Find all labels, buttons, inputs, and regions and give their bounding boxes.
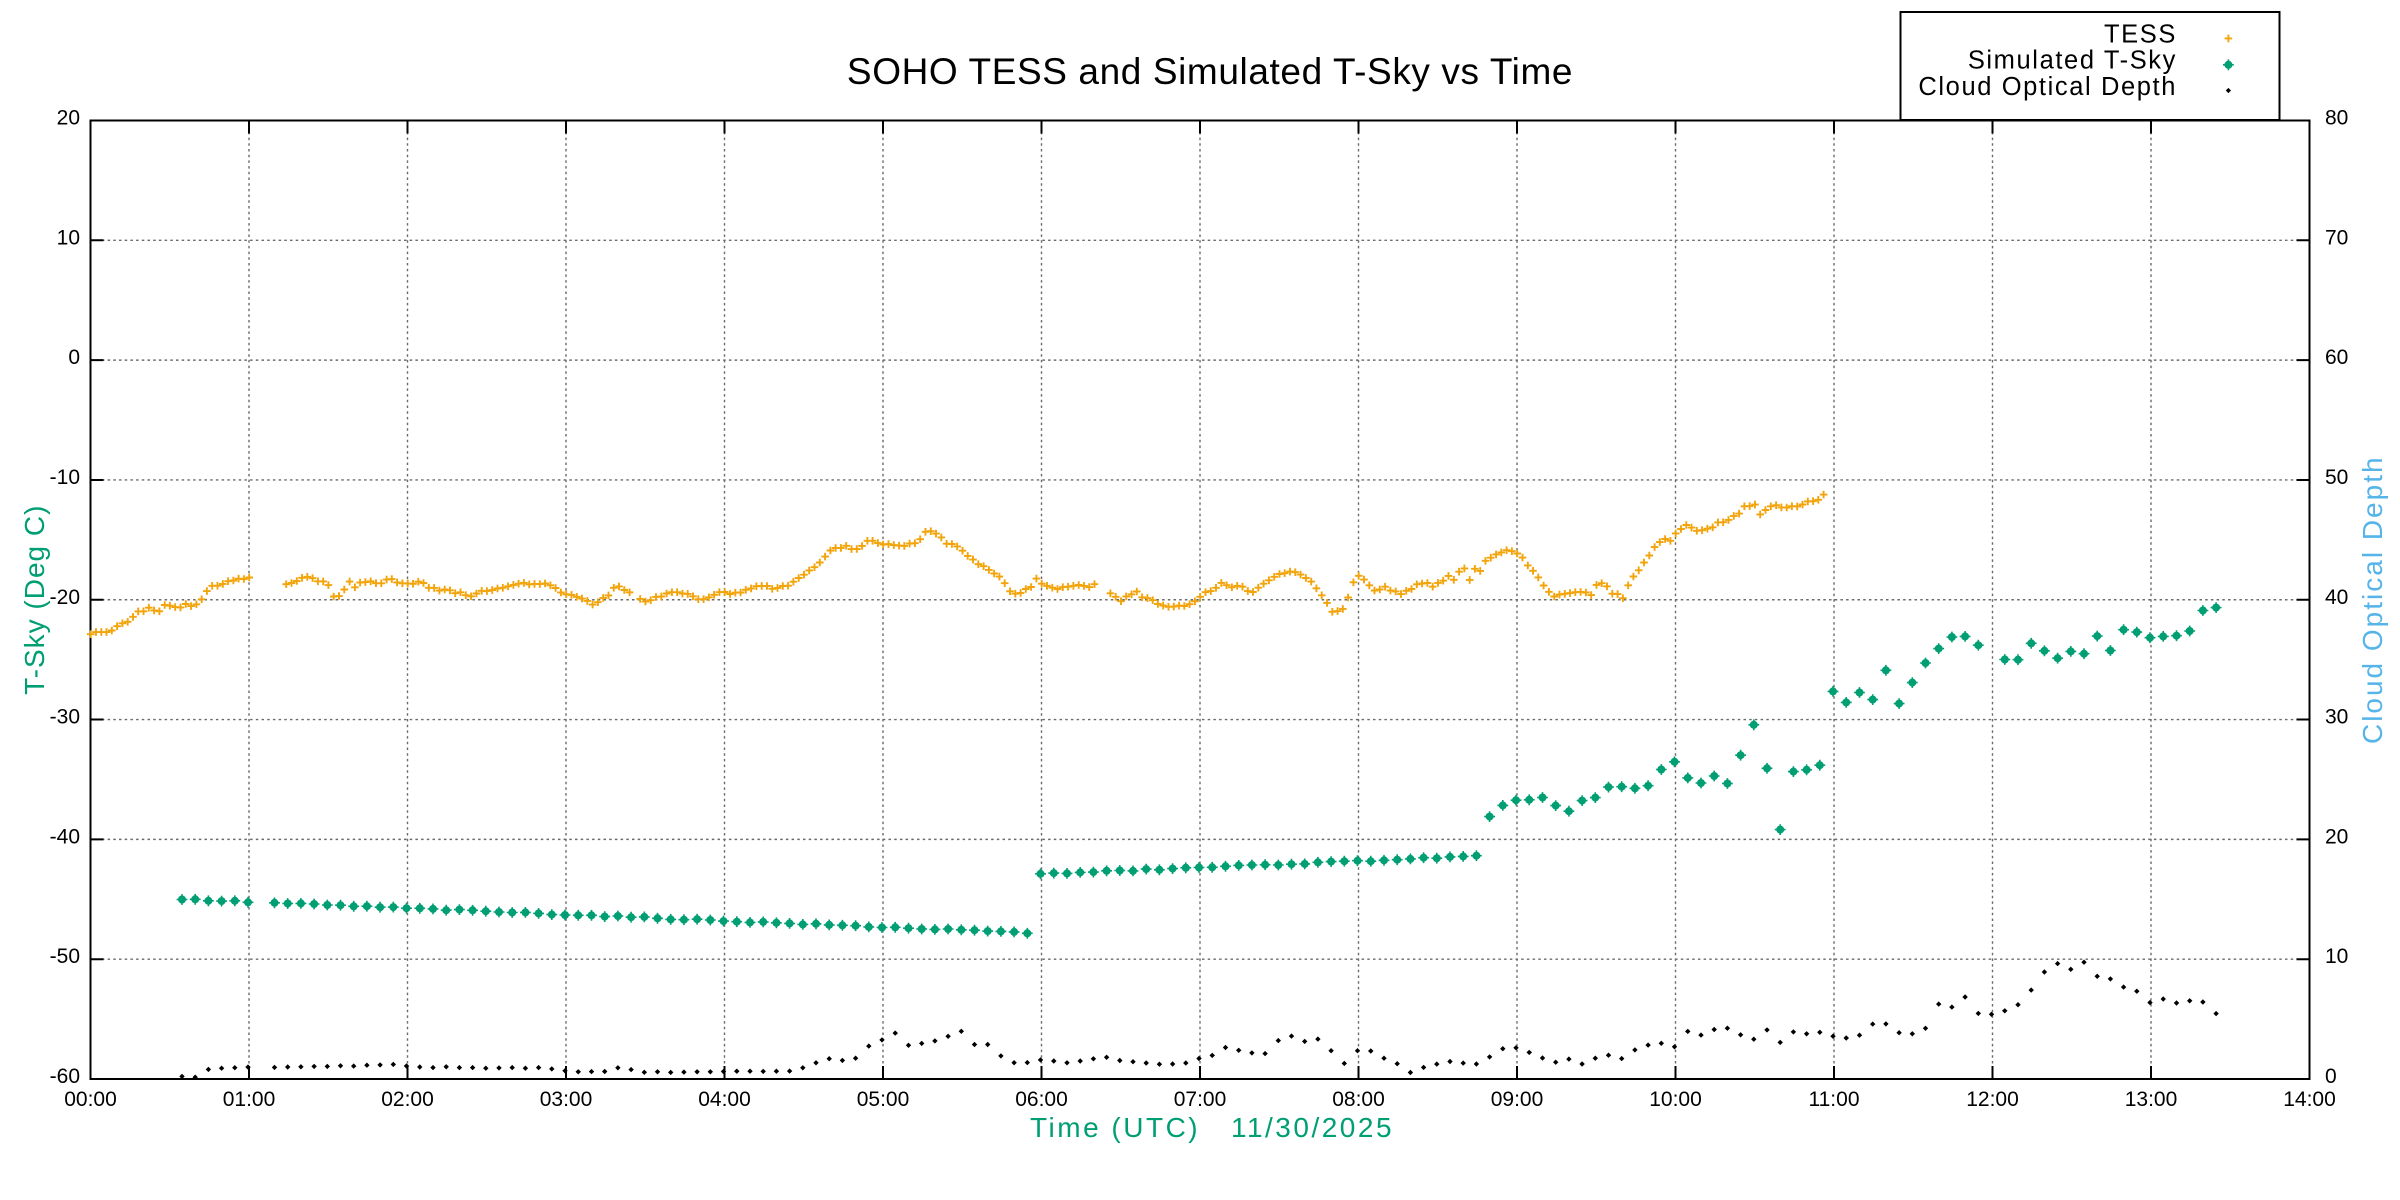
svg-text:10:00: 10:00 [1649,1088,1702,1111]
svg-text:TESS: TESS [2104,21,2177,49]
svg-text:-50: -50 [50,945,80,968]
svg-text:07:00: 07:00 [1174,1088,1227,1111]
svg-text:06:00: 06:00 [1015,1088,1068,1111]
svg-text:20: 20 [2325,825,2348,848]
svg-text:12:00: 12:00 [1966,1088,2019,1111]
svg-text:20: 20 [57,107,80,130]
svg-text:40: 40 [2325,586,2348,609]
svg-text:0: 0 [2325,1065,2337,1088]
svg-text:-10: -10 [50,466,80,489]
svg-text:03:00: 03:00 [540,1088,593,1111]
svg-text:01:00: 01:00 [223,1088,276,1111]
svg-text:Time (UTC) 11/30/2025: Time (UTC) 11/30/2025 [1030,1112,1394,1143]
svg-text:-40: -40 [50,825,80,848]
svg-text:Simulated T-Sky: Simulated T-Sky [1968,47,2177,75]
svg-text:10: 10 [57,226,80,249]
svg-text:11:00: 11:00 [1809,1088,1860,1111]
svg-text:00:00: 00:00 [64,1088,117,1111]
svg-text:04:00: 04:00 [698,1088,751,1111]
svg-text:SOHO TESS and Simulated T-Sky: SOHO TESS and Simulated T-Sky vs Time [847,51,1573,92]
svg-text:0: 0 [68,346,80,369]
svg-text:10: 10 [2325,945,2348,968]
svg-text:05:00: 05:00 [857,1088,910,1111]
svg-text:50: 50 [2325,466,2348,489]
svg-text:13:00: 13:00 [2125,1088,2178,1111]
svg-text:Cloud Optical Depth: Cloud Optical Depth [1918,73,2177,101]
svg-text:08:00: 08:00 [1332,1088,1385,1111]
svg-text:02:00: 02:00 [381,1088,434,1111]
svg-text:-60: -60 [50,1065,80,1088]
svg-text:70: 70 [2325,226,2348,249]
svg-text:Cloud Optical Depth: Cloud Optical Depth [2357,455,2388,744]
svg-text:14:00: 14:00 [2283,1088,2336,1111]
svg-text:-20: -20 [50,586,80,609]
svg-text:T-Sky (Deg C): T-Sky (Deg C) [19,505,50,695]
svg-text:09:00: 09:00 [1491,1088,1544,1111]
svg-text:-30: -30 [50,706,80,729]
svg-text:30: 30 [2325,706,2348,729]
svg-text:60: 60 [2325,346,2348,369]
svg-text:80: 80 [2325,107,2348,130]
